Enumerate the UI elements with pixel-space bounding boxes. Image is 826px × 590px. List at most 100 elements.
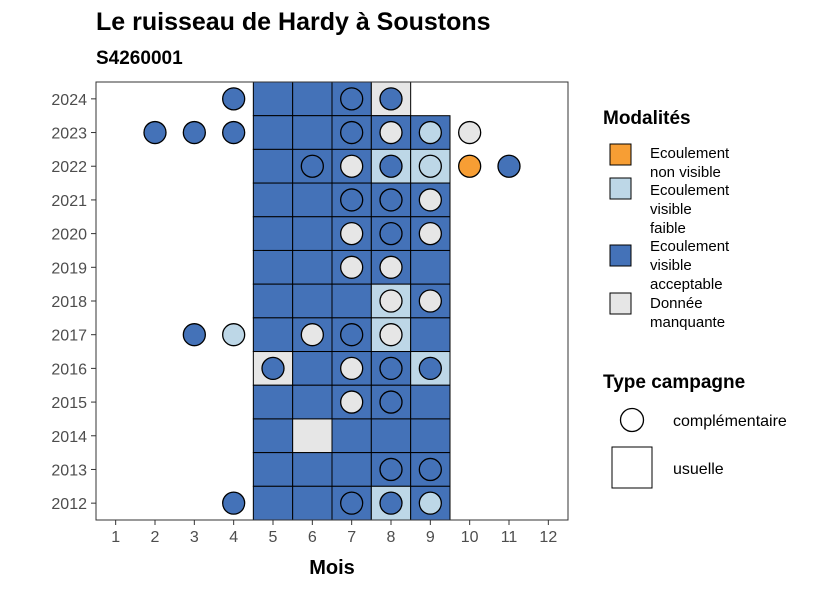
complementaire-point [222,120,246,145]
usuelle-tile [252,317,294,353]
complementaire-point [143,120,167,145]
complementaire-point [418,221,442,246]
y-tick-label: 2016 [51,361,87,378]
usuelle-tile [252,384,294,420]
x-tick-label: 3 [190,529,199,546]
legend-label-line: visible [650,201,692,218]
usuelle-tile [252,81,294,117]
y-tick-label: 2023 [51,126,87,143]
x-tick-label: 8 [387,529,396,546]
y-tick-label: 2022 [51,159,87,176]
legend-key-manquante [609,292,632,315]
y-tick-label: 2020 [51,227,87,244]
complementaire-point [418,154,442,178]
usuelle-tile [410,249,451,285]
complementaire-point [418,457,442,482]
complementaire-point [340,255,364,279]
usuelle-tile [292,452,333,487]
y-tick-label: 2012 [51,496,87,513]
usuelle-tiles [252,81,451,521]
legend-label-line: Ecoulement [650,238,730,255]
complementaire-point [379,255,403,279]
complementaire-point [222,87,246,111]
complementaire-point [379,323,403,347]
legend-key-acceptable [609,244,632,267]
x-tick-label: 4 [229,529,238,546]
usuelle-tile [331,283,372,319]
usuelle-tile [410,418,451,454]
x-tick-label: 1 [111,529,120,546]
complementaire-point [379,356,403,381]
usuelle-tile [410,317,451,353]
complementaire-point [340,221,364,246]
x-tick-label: 6 [308,529,317,546]
legend-key-complementaire [619,407,645,433]
x-tick-label: 2 [151,529,160,546]
complementaire-point [379,491,403,515]
complementaire-point [379,457,403,482]
x-tick-label: 11 [501,529,518,546]
legend-key-faible [609,177,632,200]
usuelle-tile [292,283,333,319]
legend-label-line: Ecoulement [650,145,730,162]
complementaire-point [379,154,403,178]
complementaire-points [143,87,521,515]
x-tick-label: 9 [426,529,435,546]
usuelle-tile [331,418,372,454]
x-axis: 1 2 3 4 5 6 7 8 9 10 11 12 [111,520,557,546]
usuelle-tile [292,216,333,251]
legend-campagne: complémentaire usuelle [611,407,787,489]
usuelle-tile [252,283,294,319]
x-axis-title: Mois [309,557,355,579]
y-tick-label: 2021 [51,193,87,210]
y-axis: 2012 2013 2014 2015 2016 2017 2018 2019 2020 2021… [51,92,96,513]
legend-label-line: faible [650,220,686,237]
usuelle-tile [292,384,333,420]
y-tick-label: 2017 [51,328,87,345]
x-tick-label: 10 [461,529,479,546]
y-tick-label: 2019 [51,260,87,277]
complementaire-point [379,390,403,414]
usuelle-tile [252,115,294,150]
usuelle-tile [252,485,294,521]
complementaire-point [300,323,324,347]
legend-label-line: Donnée [650,295,703,312]
complementaire-point [379,221,403,246]
usuelle-tile [292,249,333,285]
complementaire-point [222,323,246,347]
usuelle-tile [252,249,294,285]
legend-label-usuelle: usuelle [673,461,724,478]
usuelle-tile [292,182,333,218]
usuelle-tile [292,485,333,521]
complementaire-point [458,120,482,145]
chart-title: Le ruisseau de Hardy à Soustons [96,8,491,36]
complementaire-point [418,491,442,515]
legend-key-usuelle [611,446,653,489]
complementaire-point [340,491,364,515]
usuelle-tile [370,418,412,454]
legend-label-complementaire: complémentaire [673,413,787,430]
complementaire-point [458,154,482,178]
legend-label-line: Ecoulement [650,182,730,199]
y-tick-label: 2024 [51,92,87,109]
legend-label-line: manquante [650,314,725,331]
y-tick-label: 2013 [51,462,87,479]
x-tick-label: 7 [347,529,356,546]
complementaire-point [379,289,403,313]
usuelle-tile [292,418,333,454]
usuelle-tile [252,418,294,454]
complementaire-point [379,87,403,111]
complementaire-point [340,323,364,347]
legend-label-line: visible [650,257,692,274]
chart-subtitle: S4260001 [96,48,183,69]
complementaire-point [418,188,442,212]
complementaire-point [182,323,206,347]
legend-key-non-visible [609,143,632,166]
usuelle-tile [252,452,294,487]
complementaire-point [379,120,403,145]
usuelle-tile [292,115,333,150]
complementaire-point [300,154,324,178]
complementaire-point [261,356,285,381]
complementaire-point [340,120,364,145]
